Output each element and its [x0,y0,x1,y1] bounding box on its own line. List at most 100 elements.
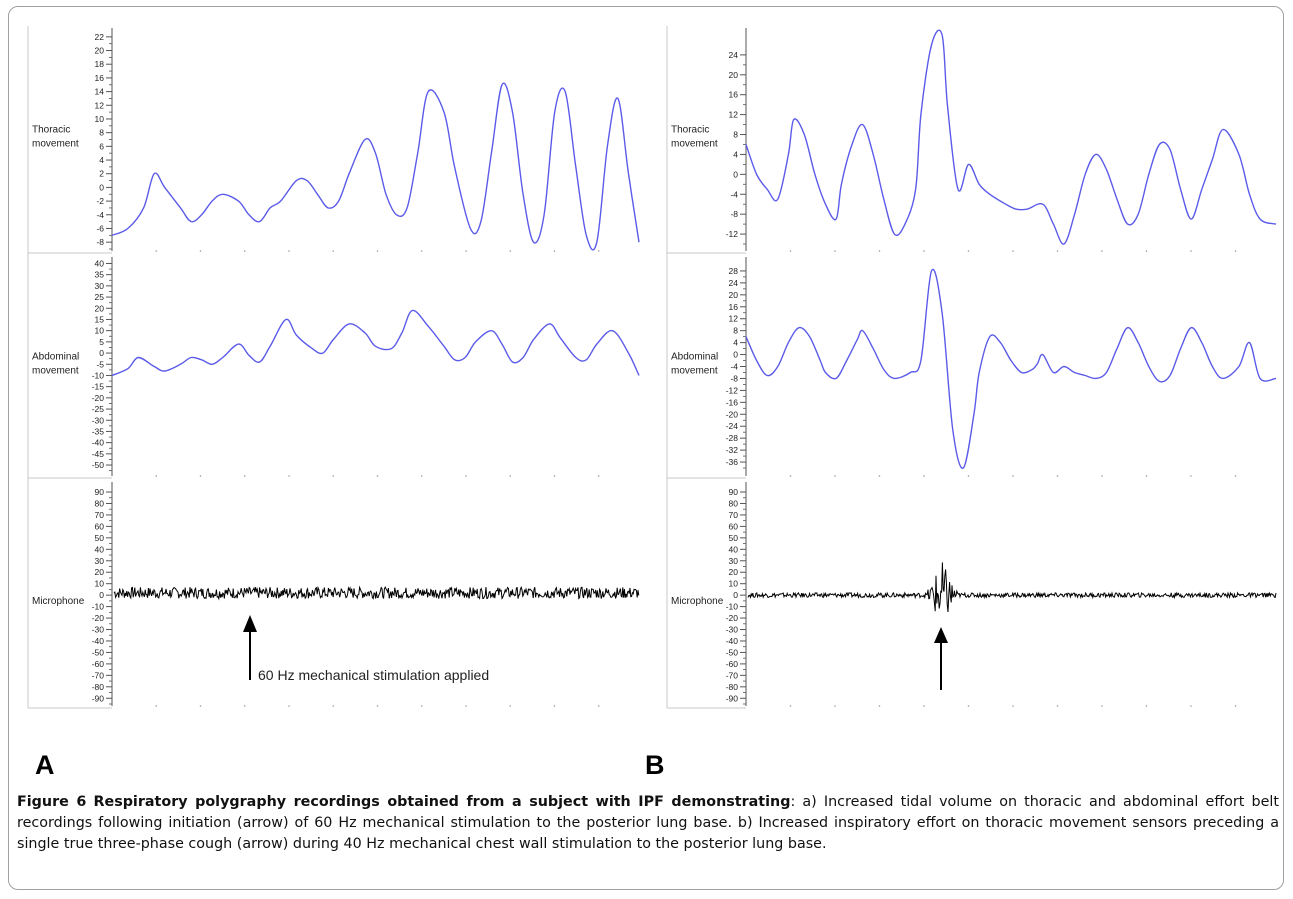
panel-a-microphone-trace [113,585,640,601]
panel-b-abdominal-movement-tick-label: -16 [726,397,739,407]
panel-b-microphone-label: Microphone [671,596,724,607]
panel-b-abdominal-movement-tick-label: 24 [729,278,739,288]
panel-b-microphone-tick-label: -30 [726,625,739,635]
panel-b-abdominal-movement-trace [745,268,1277,469]
panel-a-microphone-tick-label: 30 [95,556,105,566]
panel-b-thoracic-movement-tick-label: -8 [730,209,738,219]
panel-a-abdominal-movement-time-marker [553,475,556,477]
panel-a-thoracic-movement-time-marker [332,250,335,252]
panel-b-abdominal-movement-time-marker [923,475,925,477]
panel-b-thoracic-movement-time-marker [878,250,881,252]
panel-a-abdominal-movement-tick-label: 40 [95,258,105,268]
panel-b-thoracic-movement-time-marker [789,250,792,252]
panel-a-microphone-tick-label: 0 [99,590,104,600]
panel-b-abdominal-movement-time-marker [1190,475,1192,477]
panel-b-thoracic-movement-tick-label: -4 [730,189,738,199]
panel-a-thoracic-movement-time-marker [597,250,600,252]
panel-a-microphone-tick-label: -60 [92,659,105,669]
panel-b-arrow-head [934,627,948,643]
panel-b-thoracic-movement-trace [745,29,1277,245]
panel-a-abdominal-movement-label: movement [32,366,79,377]
panel-a-microphone-label: Microphone [32,596,85,607]
panel-a-thoracic-movement-time-marker [420,250,423,252]
panel-b-abdominal-movement-tick-label: -4 [730,362,738,372]
panel-b-abdominal-movement-time-marker [1234,475,1237,477]
panel-a-abdominal-movement-time-marker [332,475,335,477]
panel-a-microphone-tick-label: -30 [92,625,105,635]
panel-b-thoracic-movement-tick-label: 0 [733,169,738,179]
panel-a-thoracic-movement-tick-label: 4 [99,155,104,165]
panel-a-abdominal-movement-tick-label: 10 [95,326,105,336]
caption-body: : a) Increased tidal volume on thoracic … [17,794,1279,852]
panel-a-abdominal-movement-tick-label: -30 [92,415,105,425]
panel-b-abdominal-movement-time-marker [1101,475,1103,477]
panel-a-microphone-time-marker [509,705,512,707]
panel-a-thoracic-movement-time-marker [553,250,556,252]
panel-b-abdominal-movement-tick-label: -24 [726,421,739,431]
panel-b-thoracic-movement-time-marker [834,250,836,252]
panel-a-microphone-time-marker [332,705,335,707]
panel-a-abdominal-movement-tick-label: 35 [95,270,105,280]
panel-a-microphone-tick-label: -40 [92,636,105,646]
panel-a-thoracic-movement-label: Thoracic [32,125,70,136]
panel-b-thoracic-movement-time-marker [1012,250,1014,252]
panel-a-microphone-tick-label: 20 [95,567,105,577]
figure-frame [8,6,1284,890]
panel-b-microphone-tick-label: 0 [733,590,738,600]
panel-a-thoracic-movement-tick-label: 8 [99,128,104,138]
caption-label: Figure 6 [17,794,87,810]
panel-b-microphone-time-marker [1145,705,1148,707]
panel-a-thoracic-movement-trace [111,82,640,251]
panel-a-microphone-time-marker [155,705,158,707]
panel-a-abdominal-movement-time-marker [288,475,290,477]
panel-b-thoracic-movement-time-marker [923,250,925,252]
panel-a-abdominal-movement-tick-label: -40 [92,438,105,448]
panel-b-abdominal-movement-time-marker [1145,475,1148,477]
panel-b-microphone-tick-label: -60 [726,659,739,669]
panel-a-thoracic-movement-time-marker [465,250,467,252]
panel-a-abdominal-movement-tick-label: -50 [92,460,105,470]
panel-a-abdominal-movement-tick-label: 25 [95,292,105,302]
panel-a-thoracic-movement-tick-label: -8 [96,237,104,247]
figure-caption: Figure 6 Respiratory polygraphy recordin… [17,792,1279,855]
panel-a-abdominal-movement-tick-label: 0 [99,348,104,358]
panel-a-thoracic-movement-tick-label: -2 [96,196,104,206]
panel-a-abdominal-movement-tick-label: -25 [92,404,105,414]
panel-b-microphone-time-marker [1234,705,1237,707]
caption-title: Respiratory polygraphy recordings obtain… [93,794,791,810]
panel-b-microphone-time-marker [1012,705,1014,707]
panel-a-abdominal-movement-tick-label: -20 [92,393,105,403]
panel-a-microphone-tick-label: -90 [92,693,105,703]
panel-b-thoracic-movement-tick-label: -12 [726,229,739,239]
panel-b-thoracic-movement-time-marker [1190,250,1192,252]
panel-a-microphone-tick-label: -80 [92,682,105,692]
panel-a-thoracic-movement-tick-label: 20 [95,46,105,56]
panel-b-abdominal-movement-tick-label: -20 [726,409,739,419]
panel-a-abdominal-movement-tick-label: -35 [92,426,105,436]
panel-a-microphone-tick-label: -10 [92,602,105,612]
panel-a-microphone-tick-label: 90 [95,487,105,497]
panel-b-abdominal-movement-label: Abdominal [671,352,718,363]
panel-b-abdominal-movement-time-marker [1012,475,1014,477]
panel-a-annotation: 60 Hz mechanical stimulation applied [258,667,489,683]
panel-b-abdominal-movement-tick-label: -28 [726,433,739,443]
panel-b-abdominal-movement-tick-label: 0 [733,350,738,360]
panel-b-microphone-time-marker [1101,705,1103,707]
panel-a-microphone-tick-label: 10 [95,579,105,589]
panel-a-abdominal-movement-label: Abdominal [32,352,79,363]
panel-a-microphone-tick-label: 50 [95,533,105,543]
panel-b-thoracic-movement-time-marker [1101,250,1103,252]
panel-a-thoracic-movement-tick-label: -6 [96,223,104,233]
panel-b-microphone-tick-label: 30 [729,556,739,566]
panel-a-thoracic-movement-time-marker [288,250,290,252]
panel-a-abdominal-movement-tick-label: -45 [92,449,105,459]
panel-b-abdominal-movement-label: movement [671,366,718,377]
panel-a-thoracic-movement-tick-label: 6 [99,141,104,151]
panel-b-abdominal-movement-tick-label: -36 [726,457,739,467]
panel-b-thoracic-movement-tick-label: 12 [729,110,739,120]
panel-b-microphone-tick-label: 10 [729,579,739,589]
panel-a-thoracic-movement-tick-label: 16 [95,73,105,83]
panel-a-microphone-time-marker [376,705,379,707]
panel-b-microphone-tick-label: -70 [726,670,739,680]
